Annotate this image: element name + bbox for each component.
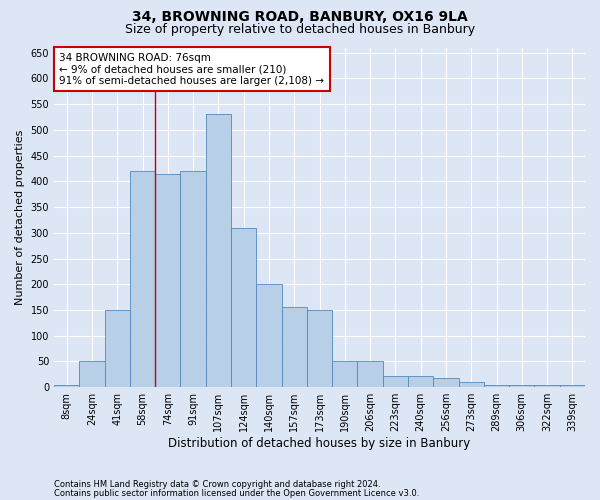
Bar bbox=[332, 362, 358, 387]
Bar bbox=[104, 310, 130, 387]
Bar bbox=[560, 384, 585, 387]
Bar bbox=[79, 362, 104, 387]
Text: Size of property relative to detached houses in Banbury: Size of property relative to detached ho… bbox=[125, 22, 475, 36]
Y-axis label: Number of detached properties: Number of detached properties bbox=[15, 130, 25, 305]
Bar bbox=[358, 362, 383, 387]
Bar bbox=[130, 171, 155, 387]
Bar bbox=[256, 284, 281, 387]
Bar bbox=[509, 384, 535, 387]
Text: Contains HM Land Registry data © Crown copyright and database right 2024.: Contains HM Land Registry data © Crown c… bbox=[54, 480, 380, 489]
Bar bbox=[458, 382, 484, 387]
X-axis label: Distribution of detached houses by size in Banbury: Distribution of detached houses by size … bbox=[169, 437, 470, 450]
Bar bbox=[206, 114, 231, 387]
Bar bbox=[535, 384, 560, 387]
Bar bbox=[231, 228, 256, 387]
Bar bbox=[433, 378, 458, 387]
Bar bbox=[155, 174, 181, 387]
Bar bbox=[408, 376, 433, 387]
Text: 34 BROWNING ROAD: 76sqm
← 9% of detached houses are smaller (210)
91% of semi-de: 34 BROWNING ROAD: 76sqm ← 9% of detached… bbox=[59, 52, 325, 86]
Bar bbox=[54, 384, 79, 387]
Text: Contains public sector information licensed under the Open Government Licence v3: Contains public sector information licen… bbox=[54, 488, 419, 498]
Bar bbox=[181, 171, 206, 387]
Bar bbox=[307, 310, 332, 387]
Bar bbox=[484, 384, 509, 387]
Bar bbox=[383, 376, 408, 387]
Text: 34, BROWNING ROAD, BANBURY, OX16 9LA: 34, BROWNING ROAD, BANBURY, OX16 9LA bbox=[132, 10, 468, 24]
Bar bbox=[281, 308, 307, 387]
